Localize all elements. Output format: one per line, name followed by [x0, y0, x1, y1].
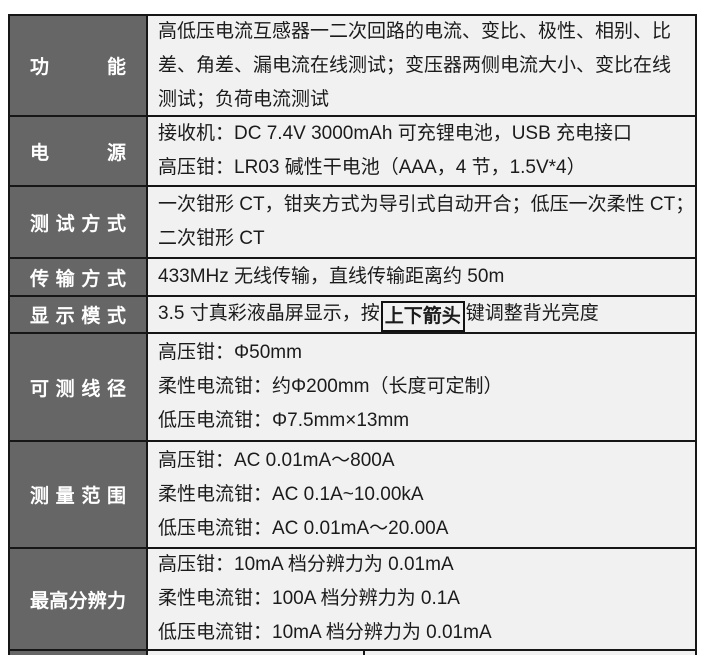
spec-text-segment: 柔性电流钳：AC 0.1A~10.00kA: [158, 483, 424, 505]
spec-label-cell: 传输方式: [10, 259, 148, 295]
spec-label: 电源: [30, 142, 126, 164]
spec-text-segment: 接收机：DC 7.4V 3000mAh 可充锂电池，USB 充电接口: [158, 123, 633, 144]
spec-label-cell: 显示模式: [10, 297, 148, 332]
spec-row: 测试方式 一次钳形 CT，钳夹方式为导引式自动开合；低压一次柔性 CT； 二次钳形 …: [10, 187, 695, 259]
spec-label-cell: 测试方式: [10, 187, 148, 257]
spec-label: 功能: [30, 57, 126, 78]
spec-text-segment: 柔性电流钳：约Φ200mm（长度可定制）: [158, 376, 503, 397]
spec-row: 传输方式 433MHz 无线传输，直线传输距离约 50m: [10, 259, 695, 297]
spec-label-cell: 可测线径: [10, 334, 148, 440]
spec-table: 功能 高低压电流互感器一二次回路的电流、变比、极性、相别、比 差、角差、漏电流在线测…: [8, 14, 697, 655]
spec-line: 差、角差、漏电流在线测试；变压器两侧电流大小、变比在线: [158, 49, 695, 83]
spec-content-cell: 433MHz 无线传输，直线传输距离约 50m: [148, 259, 695, 295]
spec-text-segment: 高压钳：Φ50mm: [158, 342, 302, 363]
spec-content-cell: 3.5 寸真彩液晶屏显示，按 上下箭头 键调整背光亮度: [148, 297, 695, 332]
spec-content-cell: 高压钳：AC 0.01mA～800A 柔性电流钳：AC 0.1A~10.00kA 低…: [148, 442, 695, 547]
spec-row: 可测线径 高压钳：Φ50mm 柔性电流钳：约Φ200mm（长度可定制） 低压电流钳：Φ…: [10, 334, 695, 442]
spec-line: 高压钳：Φ50mm: [158, 336, 695, 370]
spec-row: 显示模式 3.5 寸真彩液晶屏显示，按 上下箭头 键调整背光亮度: [10, 297, 695, 334]
spec-content-cell: 接收机：DC 7.4V 3000mAh 可充锂电池，USB 充电接口 高压钳：LR…: [148, 117, 695, 185]
spec-line: 低压电流钳：Φ7.5mm×13mm: [158, 404, 695, 438]
spec-label-cell: 功能: [10, 16, 148, 115]
spec-text-segment: 高压钳：LR03 碱性干电池（AAA，4 节，1.5V*4）: [158, 157, 586, 178]
spec-text-segment: 433MHz 无线传输，直线传输距离约 50m: [158, 266, 505, 287]
spec-text-segment: 高压钳：10mA 档分辨力为 0.01mA: [158, 554, 454, 575]
spec-text-segment: 3.5 寸真彩液晶屏显示，按: [158, 303, 380, 324]
spec-label: 最高分辨力: [30, 590, 126, 612]
spec-text-segment: 键调整背光亮度: [465, 303, 599, 324]
spec-content-cell: 高压钳：Φ50mm 柔性电流钳：约Φ200mm（长度可定制） 低压电流钳：Φ7.5m…: [148, 334, 695, 440]
spec-line: 高低压电流互感器一二次回路的电流、变比、极性、相别、比: [158, 16, 695, 49]
spec-line: 一次钳形 CT，钳夹方式为导引式自动开合；低压一次柔性 CT；: [158, 188, 695, 222]
spec-line: 二次钳形 CT: [158, 222, 695, 256]
spec-line: 接收机：DC 7.4V 3000mAh 可充锂电池，USB 充电接口: [158, 117, 695, 151]
spec-label-cell: 测量范围: [10, 442, 148, 547]
spec-content-cell: [148, 651, 695, 655]
spec-content-cell: 高压钳：10mA 档分辨力为 0.01mA 柔性电流钳：100A 档分辨力为 0.…: [148, 549, 695, 649]
spec-label: 传输方式: [30, 268, 126, 290]
spec-line: 高压钳：10mA 档分辨力为 0.01mA: [158, 549, 695, 582]
spec-line: 高压钳：LR03 碱性干电池（AAA，4 节，1.5V*4）: [158, 151, 695, 185]
spec-text-segment: 低压电流钳：10mA 档分辨力为 0.01mA: [158, 622, 492, 643]
spec-label-cell: 电源: [10, 117, 148, 185]
spec-label-cell: 最高分辨力: [10, 549, 148, 649]
spec-text-segment: 柔性电流钳：100A 档分辨力为 0.1A: [158, 588, 460, 609]
spec-row: 功能 高低压电流互感器一二次回路的电流、变比、极性、相别、比 差、角差、漏电流在线测…: [10, 16, 695, 117]
spec-row: 电源 接收机：DC 7.4V 3000mAh 可充锂电池，USB 充电接口 高压钳：…: [10, 117, 695, 187]
spec-label-cell: [10, 651, 148, 655]
spec-label: 测量范围: [30, 486, 126, 507]
spec-line: 低压电流钳：10mA 档分辨力为 0.01mA: [158, 616, 695, 649]
spec-row: 测量范围 高压钳：AC 0.01mA～800A 柔性电流钳：AC 0.1A~10.0…: [10, 442, 695, 549]
spec-label: 可测线径: [30, 378, 126, 400]
spec-text-segment: 一次钳形 CT，钳夹方式为导引式自动开合；低压一次柔性 CT；: [158, 194, 695, 215]
spec-line: 3.5 寸真彩液晶屏显示，按 上下箭头 键调整背光亮度: [158, 297, 695, 332]
spec-text-segment: 二次钳形 CT: [158, 228, 265, 249]
spec-label: 显示模式: [30, 306, 126, 327]
column-divider: [363, 651, 365, 655]
spec-line: 柔性电流钳：100A 档分辨力为 0.1A: [158, 582, 695, 616]
spec-content-cell: 高低压电流互感器一二次回路的电流、变比、极性、相别、比 差、角差、漏电流在线测试；…: [148, 16, 695, 115]
spec-label: 测试方式: [30, 213, 126, 235]
spec-line: 柔性电流钳：AC 0.1A~10.00kA: [158, 478, 695, 512]
spec-text-segment: 高低压电流互感器一二次回路的电流、变比、极性、相别、比: [158, 20, 672, 42]
spec-line: 低压电流钳：AC 0.01mA～20.00A: [158, 512, 695, 546]
spec-rows-container: 功能 高低压电流互感器一二次回路的电流、变比、极性、相别、比 差、角差、漏电流在线测…: [10, 16, 695, 651]
spec-text-segment: 高压钳：AC 0.01mA～800A: [158, 449, 395, 471]
spec-text-segment: 低压电流钳：AC 0.01mA～20.00A: [158, 517, 449, 539]
spec-line: 433MHz 无线传输，直线传输距离约 50m: [158, 260, 695, 294]
spec-text-segment: 差、角差、漏电流在线测试；变压器两侧电流大小、变比在线: [158, 54, 672, 76]
boxed-key-label: 上下箭头: [380, 301, 465, 332]
spec-row: 最高分辨力 高压钳：10mA 档分辨力为 0.01mA 柔性电流钳：100A 档分辨…: [10, 549, 695, 651]
spec-line: 柔性电流钳：约Φ200mm（长度可定制）: [158, 370, 695, 404]
spec-content-cell: 一次钳形 CT，钳夹方式为导引式自动开合；低压一次柔性 CT； 二次钳形 CT: [148, 187, 695, 257]
spec-text-segment: 低压电流钳：Φ7.5mm×13mm: [158, 410, 410, 431]
spec-line: 高压钳：AC 0.01mA～800A: [158, 444, 695, 478]
spec-line: 测试；负荷电流测试: [158, 83, 695, 116]
spec-text-segment: 测试；负荷电流测试: [158, 88, 330, 110]
spec-row-partial: [10, 651, 695, 655]
